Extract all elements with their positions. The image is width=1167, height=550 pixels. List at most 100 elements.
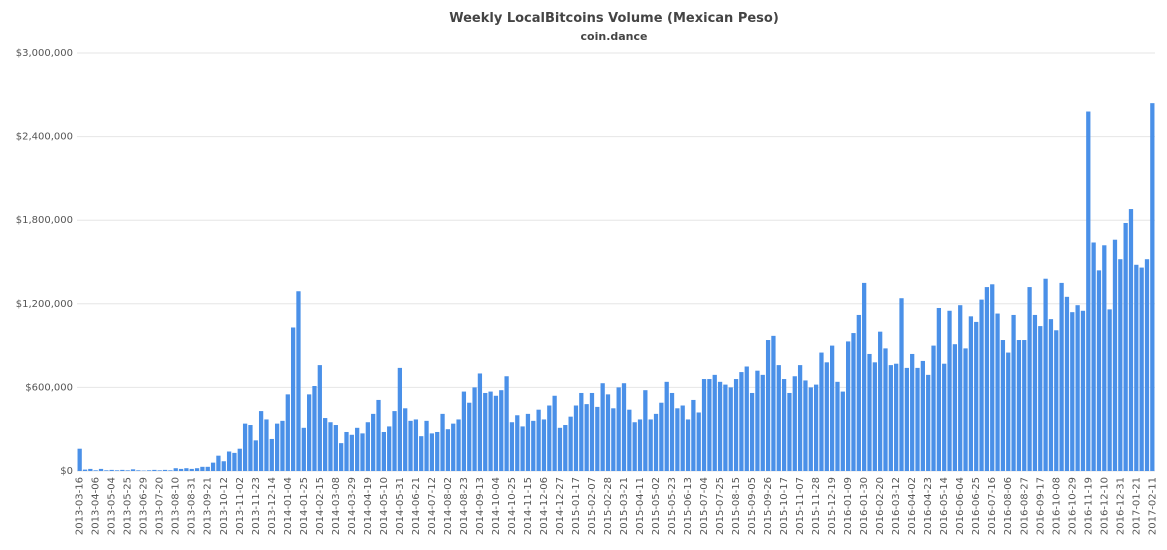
- bar: [878, 331, 883, 471]
- bar: [669, 392, 675, 471]
- bar: [1011, 314, 1016, 471]
- bar: [846, 341, 851, 471]
- bar: [776, 365, 781, 471]
- x-tick-label: 2013-06-29: [139, 477, 150, 535]
- bar: [1038, 326, 1043, 471]
- bar: [552, 395, 557, 471]
- bar: [328, 422, 333, 471]
- x-tick-label: 2015-02-07: [587, 477, 598, 535]
- bar: [280, 420, 285, 471]
- y-tick-label: $600,000: [25, 382, 73, 393]
- x-tick-label: 2014-06-21: [411, 477, 422, 535]
- bar: [226, 451, 232, 471]
- bar: [488, 391, 493, 471]
- bar: [355, 427, 360, 471]
- bar: [643, 390, 648, 471]
- bar: [904, 367, 909, 471]
- y-tick-label: $2,400,000: [16, 132, 73, 143]
- bar: [403, 408, 408, 471]
- bar: [867, 353, 872, 471]
- bar: [456, 419, 461, 471]
- x-tick-label: 2015-09-26: [763, 477, 774, 535]
- bar: [1118, 259, 1123, 471]
- bar: [365, 422, 370, 471]
- bar: [813, 384, 819, 471]
- bar: [616, 387, 621, 471]
- bar: [146, 470, 152, 471]
- bar: [152, 469, 157, 471]
- bar: [1150, 103, 1155, 471]
- bar: [387, 426, 392, 471]
- bar: [771, 335, 776, 471]
- x-tick-label: 2013-12-14: [267, 477, 278, 535]
- bar: [1096, 270, 1102, 471]
- x-tick-label: 2014-01-04: [283, 477, 294, 535]
- bar: [1048, 319, 1054, 471]
- bar: [862, 282, 867, 471]
- bar: [835, 381, 840, 471]
- bar: [637, 419, 643, 471]
- x-tick-label: 2015-07-25: [715, 477, 726, 535]
- x-tick-label: 2013-11-02: [235, 477, 246, 535]
- bar: [1091, 242, 1096, 471]
- bar: [808, 387, 813, 471]
- bar: [531, 420, 536, 471]
- bar: [290, 327, 296, 471]
- bar: [600, 383, 605, 471]
- x-tick-label: 2015-09-05: [747, 477, 758, 535]
- bar: [285, 394, 290, 471]
- x-tick-label: 2016-01-09: [843, 477, 854, 535]
- bar: [653, 413, 659, 471]
- bar: [856, 314, 861, 471]
- bar: [680, 405, 685, 471]
- x-tick-label: 2013-05-25: [123, 477, 134, 535]
- bar: [1006, 352, 1011, 471]
- bar: [648, 419, 653, 471]
- x-tick-label: 2016-04-02: [907, 477, 918, 535]
- bar: [792, 376, 797, 471]
- bar: [1075, 305, 1080, 471]
- x-tick-label: 2013-03-16: [75, 477, 86, 535]
- x-tick-label: 2017-02-11: [1147, 477, 1158, 535]
- x-tick-label: 2016-10-08: [1051, 477, 1062, 535]
- bar: [349, 434, 354, 471]
- bar: [739, 372, 744, 471]
- bar: [979, 299, 984, 471]
- bar: [194, 468, 200, 471]
- bar: [440, 413, 445, 471]
- x-tick-label: 2015-11-07: [795, 477, 806, 535]
- x-tick-label: 2013-10-12: [219, 477, 230, 535]
- x-tick-label: 2015-10-17: [779, 477, 790, 535]
- bar: [1123, 222, 1128, 471]
- bar: [1070, 312, 1075, 471]
- bar: [926, 374, 931, 471]
- bar: [728, 387, 733, 471]
- bar: [605, 394, 611, 471]
- bar: [157, 470, 162, 471]
- bar: [632, 422, 637, 471]
- bar: [307, 394, 312, 471]
- bar: [723, 384, 728, 471]
- bar: [584, 404, 589, 471]
- bar: [872, 362, 877, 471]
- bar: [717, 381, 723, 471]
- bar: [749, 392, 755, 471]
- bar: [248, 425, 253, 471]
- bar: [493, 395, 499, 471]
- chart-title: Weekly LocalBitcoins Volume (Mexican Pes…: [449, 11, 779, 26]
- bar: [499, 390, 504, 471]
- x-tick-label: 2016-02-20: [875, 477, 886, 535]
- bar: [920, 360, 925, 471]
- bar: [178, 468, 184, 471]
- bar: [205, 466, 210, 471]
- x-tick-label: 2015-05-23: [667, 477, 678, 535]
- y-tick-label: $1,200,000: [16, 299, 73, 310]
- bar: [888, 365, 893, 471]
- bar: [424, 420, 429, 471]
- bar: [269, 438, 274, 471]
- bar: [515, 415, 520, 471]
- bar: [915, 367, 920, 471]
- bar: [333, 425, 338, 471]
- bar: [664, 381, 669, 471]
